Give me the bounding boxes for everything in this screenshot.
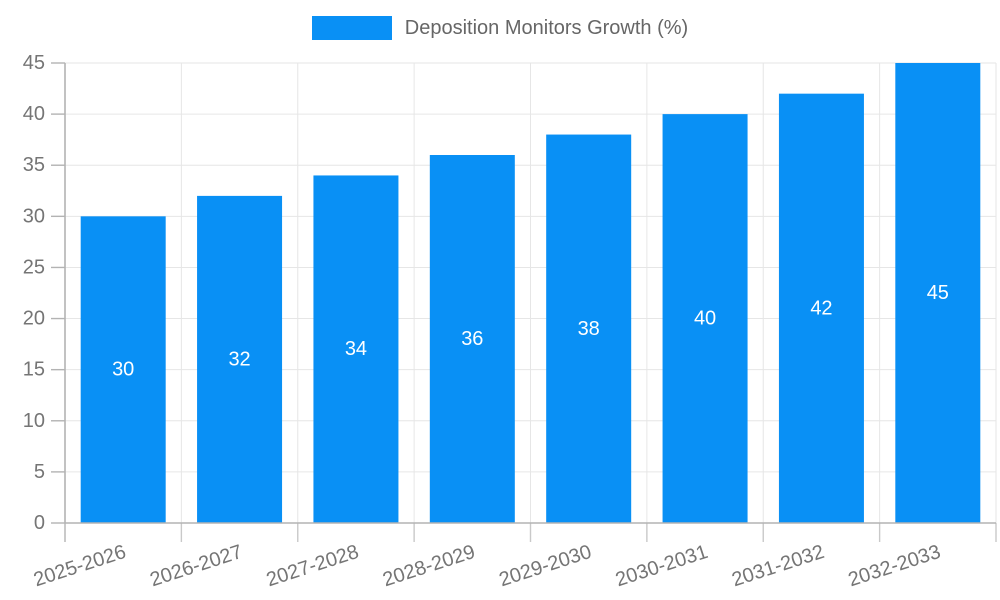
y-tick-label: 5 [34,461,45,483]
y-tick-label: 20 [23,308,45,330]
x-tick-label: 2031-2032 [729,541,827,591]
bar-value-label: 40 [694,308,716,330]
x-tick-label: 2032-2033 [846,541,944,591]
bar [313,175,399,523]
bar-value-label: 32 [228,348,250,370]
x-tick-label: 2029-2030 [496,541,594,591]
y-tick-label: 10 [23,410,45,432]
y-tick-label: 0 [34,512,45,534]
chart-legend: Deposition Monitors Growth (%) [0,16,1000,40]
bar [778,93,864,524]
bar [662,114,748,523]
x-tick-label: 2026-2027 [147,541,245,591]
legend-swatch [311,16,392,40]
y-tick-label: 25 [23,256,45,278]
bar-value-label: 30 [112,359,134,381]
legend-item[interactable]: Deposition Monitors Growth (%) [311,16,689,40]
y-tick-label: 45 [23,52,45,74]
y-tick-label: 35 [23,154,45,176]
bar [895,63,981,523]
y-tick-label: 30 [23,205,45,227]
bar [546,134,632,524]
y-tick-label: 15 [23,359,45,381]
bar-value-label: 36 [461,328,483,350]
x-tick-label: 2028-2029 [380,541,478,591]
bar-value-label: 45 [927,282,949,304]
bar-value-label: 34 [345,338,367,360]
x-tick-label: 2025-2026 [31,541,129,591]
x-tick-label: 2027-2028 [264,541,362,591]
bar [197,195,283,523]
bar-value-label: 42 [810,297,832,319]
legend-label: Deposition Monitors Growth (%) [404,16,689,39]
bar [429,155,515,523]
bar [80,216,166,524]
bar-value-label: 38 [578,318,600,340]
x-tick-label: 2030-2031 [613,541,711,591]
y-tick-label: 40 [23,103,45,125]
